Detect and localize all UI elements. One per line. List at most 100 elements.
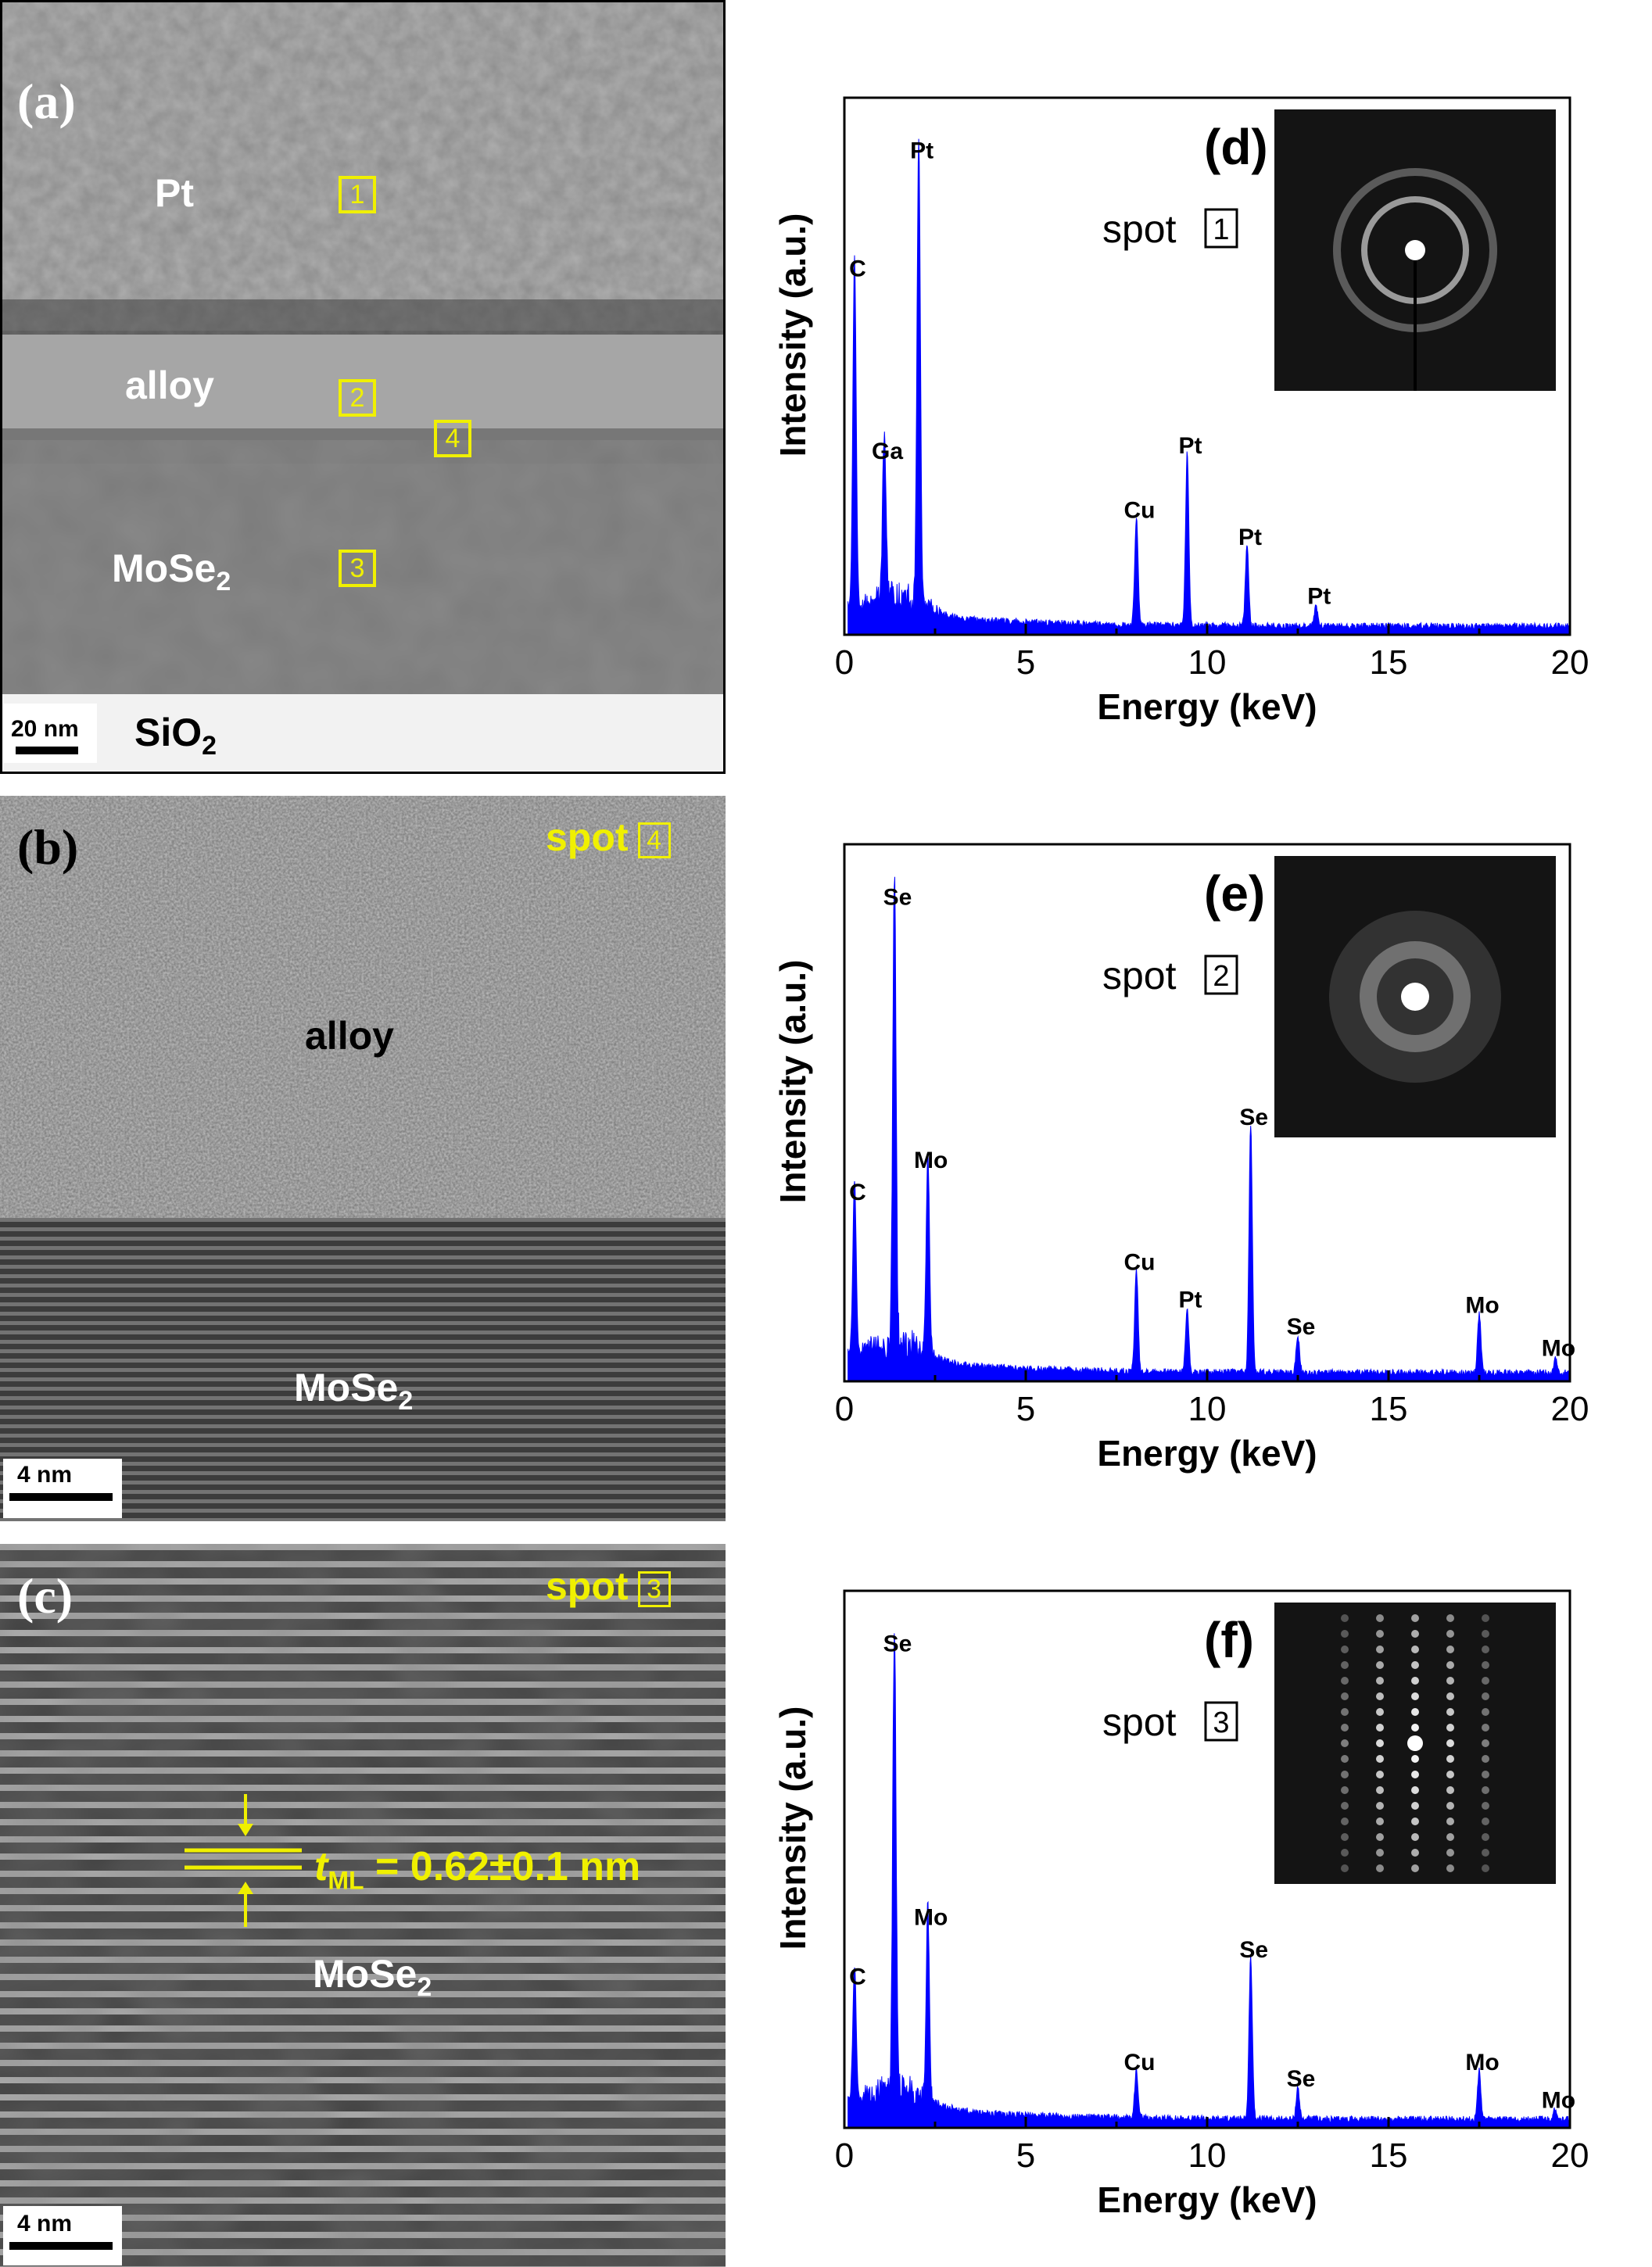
peak-label: Se bbox=[1239, 1105, 1268, 1130]
diffraction-spot bbox=[1411, 1771, 1419, 1778]
diffraction-ring bbox=[1360, 941, 1471, 1052]
diffraction-spot bbox=[1341, 1646, 1349, 1653]
x-tick-label: 15 bbox=[1370, 643, 1408, 682]
layer-label-mose2-main: MoSe bbox=[112, 546, 217, 590]
peak-label: Mo bbox=[1465, 1292, 1499, 1318]
x-tick-label: 10 bbox=[1188, 643, 1227, 682]
chart-spot-box bbox=[1204, 1701, 1238, 1742]
monolayer-thickness-label: tML = 0.62±0.1 nm bbox=[314, 1846, 640, 1893]
diffraction-spot bbox=[1446, 1755, 1454, 1763]
spectrum-area bbox=[848, 876, 1571, 1382]
chart-spot-number: 3 bbox=[1213, 1707, 1229, 1739]
diffraction-spot bbox=[1376, 1614, 1384, 1622]
panel-b-scalebar bbox=[9, 1493, 113, 1501]
peak-label: Pt bbox=[1178, 433, 1202, 459]
panel-c-scalebar bbox=[9, 2242, 113, 2250]
panel-c-tem-image bbox=[0, 1544, 726, 2267]
eds-spectrum-d: 0 5 10 15 20 Energy (keV) Intensity (a.u.) C Ga P… bbox=[758, 78, 1652, 750]
layer-label-mose2-sub: 2 bbox=[216, 567, 231, 596]
peak-label: Mo bbox=[1465, 2050, 1499, 2075]
diffraction-spot bbox=[1482, 1646, 1489, 1653]
y-axis-label: Intensity (a.u.) bbox=[772, 960, 813, 1204]
diffraction-spot bbox=[1376, 1646, 1384, 1653]
thickness-symbol: t bbox=[314, 1844, 328, 1889]
diffraction-spot bbox=[1446, 1818, 1454, 1825]
peak-label: Cu bbox=[1124, 1249, 1156, 1275]
diffraction-spot bbox=[1411, 1786, 1419, 1794]
peak-label: Cu bbox=[1124, 2050, 1156, 2075]
diffraction-spot bbox=[1482, 1614, 1489, 1622]
diffraction-spot bbox=[1482, 1818, 1489, 1825]
peak-label: C bbox=[849, 1180, 866, 1205]
panel-b-scale-text: 4 nm bbox=[17, 1462, 73, 1488]
diffraction-spot bbox=[1411, 1849, 1419, 1857]
diffraction-spot bbox=[1446, 1630, 1454, 1638]
x-tick-label: 15 bbox=[1370, 2136, 1408, 2175]
peak-label: C bbox=[849, 1964, 866, 1989]
panel-a-background bbox=[2, 2, 723, 772]
diffraction-spot bbox=[1446, 1724, 1454, 1732]
diffraction-spot bbox=[1482, 1661, 1489, 1669]
diffraction-spot bbox=[1376, 1692, 1384, 1700]
panel-c-background bbox=[0, 1544, 726, 2267]
panel-a-label: (a) bbox=[17, 73, 76, 129]
x-tick-label: 0 bbox=[835, 1390, 854, 1428]
x-tick-label: 20 bbox=[1551, 1390, 1589, 1428]
panel-b-mose2-main: MoSe bbox=[294, 1366, 399, 1409]
diffraction-spot bbox=[1341, 1614, 1349, 1622]
diffraction-spot bbox=[1482, 1786, 1489, 1794]
diffraction-spot bbox=[1407, 1735, 1423, 1751]
layer-label-pt: Pt bbox=[155, 171, 194, 215]
diffraction-spot bbox=[1376, 1630, 1384, 1638]
panel-a-scale-text: 20 nm bbox=[11, 716, 79, 742]
layer-label-sio2-sub: 2 bbox=[202, 731, 217, 761]
diffraction-spot bbox=[1446, 1771, 1454, 1778]
spectrum-area bbox=[848, 1633, 1571, 2129]
diffraction-spot bbox=[1482, 1724, 1489, 1732]
peak-label: Pt bbox=[1238, 525, 1262, 550]
layer-label-sio2: SiO2 bbox=[134, 713, 217, 759]
panel-b-label: (b) bbox=[17, 819, 79, 875]
diffraction-spot bbox=[1376, 1708, 1384, 1716]
diffraction-spot bbox=[1341, 1677, 1349, 1685]
peak-label: Pt bbox=[1307, 584, 1331, 610]
layer-label-alloy: alloy bbox=[125, 364, 214, 407]
chart-spot-label: spot bbox=[1102, 1700, 1177, 1744]
diffraction-spot bbox=[1376, 1677, 1384, 1685]
diffraction-spot bbox=[1446, 1864, 1454, 1872]
diffraction-spot bbox=[1446, 1849, 1454, 1857]
diffraction-spot bbox=[1482, 1755, 1489, 1763]
diffraction-spot bbox=[1411, 1614, 1419, 1622]
panel-c-spot-label: spot 3 bbox=[546, 1567, 671, 1607]
panel-b-mose2-sub: 2 bbox=[398, 1386, 414, 1416]
diffraction-spot bbox=[1411, 1864, 1419, 1872]
chart-spot-label: spot bbox=[1102, 954, 1177, 997]
diffraction-spot bbox=[1376, 1802, 1384, 1810]
eds-spectrum-f: 0 5 10 15 20 Energy (keV) Intensity (a.u.) C Se M… bbox=[758, 1571, 1652, 2244]
thickness-subscript: ML bbox=[328, 1866, 364, 1895]
peak-label: Ga bbox=[872, 439, 903, 464]
peak-label: Mo bbox=[914, 1148, 948, 1173]
diffraction-spot bbox=[1376, 1739, 1384, 1747]
diffraction-spot bbox=[1482, 1771, 1489, 1778]
diffraction-spot bbox=[1341, 1802, 1349, 1810]
peak-label: Se bbox=[1287, 1314, 1316, 1340]
peak-label: Cu bbox=[1124, 498, 1156, 524]
diffraction-spot bbox=[1446, 1677, 1454, 1685]
diffraction-spot bbox=[1341, 1771, 1349, 1778]
diffraction-spot bbox=[1411, 1661, 1419, 1669]
panel-c-spot-text: spot bbox=[546, 1564, 629, 1608]
chart-panel-label: (d) bbox=[1204, 119, 1268, 175]
diffraction-spot bbox=[1446, 1833, 1454, 1841]
diffraction-spot bbox=[1341, 1739, 1349, 1747]
panel-b-spot-number: 4 bbox=[637, 822, 671, 858]
x-axis-label: Energy (keV) bbox=[1097, 2179, 1317, 2220]
panel-c-scalebar-box bbox=[3, 2206, 122, 2265]
spectrum-area bbox=[848, 138, 1571, 636]
diffraction-spot bbox=[1482, 1630, 1489, 1638]
diffraction-spot bbox=[1411, 1802, 1419, 1810]
diffraction-spot bbox=[1411, 1646, 1419, 1653]
eds-spectrum-f-svg: 0 5 10 15 20 Energy (keV) Intensity (a.u.) C Se M… bbox=[772, 1589, 1589, 2220]
central-spot bbox=[1401, 983, 1429, 1011]
diffraction-spot bbox=[1376, 1771, 1384, 1778]
